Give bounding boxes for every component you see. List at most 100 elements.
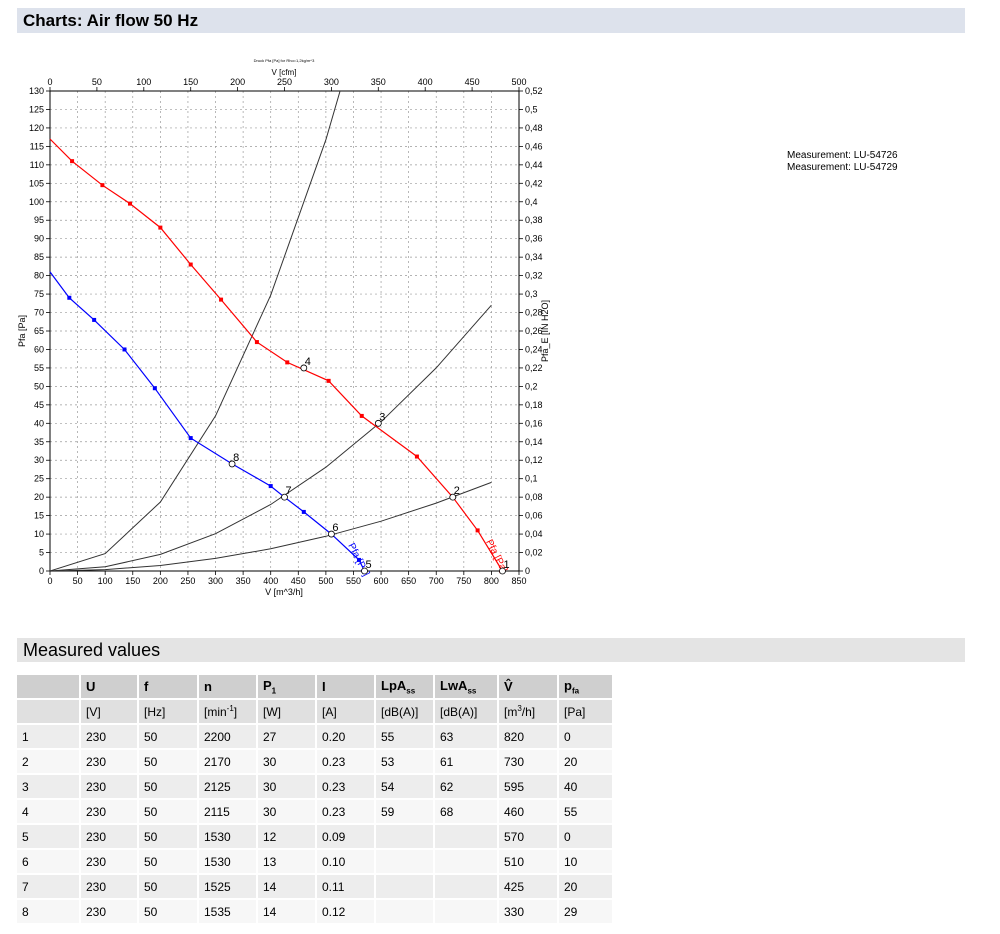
table-cell: 1530 <box>198 849 258 875</box>
table-cell: 1 <box>17 724 81 750</box>
table-cell: 13 <box>257 849 317 875</box>
table-row: 5 230 50 1530 12 0.09 570 0 <box>17 824 614 850</box>
unit-cell: [W] <box>257 699 317 725</box>
table-cell: 50 <box>138 824 199 850</box>
operating-point-label: 6 <box>332 522 338 534</box>
table-cell <box>375 899 435 925</box>
table-cell <box>434 899 499 925</box>
table-cell: 50 <box>138 874 199 900</box>
y2-tick-label: 0,26 <box>525 326 543 336</box>
measurement-label: Measurement: LU-54729 <box>787 162 898 173</box>
y2-axis-label: Pfa_E [IN H2O] <box>540 300 550 362</box>
table-units-row: [V] [Hz] [min-1] [W] [A] [dB(A)] [dB(A)] [m3/h]… <box>17 699 614 725</box>
table-cell: 0.23 <box>316 799 376 825</box>
y-tick-label: 105 <box>29 178 44 188</box>
table-cell: 27 <box>257 724 317 750</box>
x-tick-label: 250 <box>180 576 195 586</box>
table-cell: 1535 <box>198 899 258 925</box>
table-cell: 2125 <box>198 774 258 800</box>
column-header: V̂ <box>498 675 559 700</box>
operating-point-label: 1 <box>503 559 509 571</box>
data-point <box>122 347 127 352</box>
measured-values-heading: Measured values <box>17 638 965 662</box>
table-cell: 0.23 <box>316 774 376 800</box>
table-cell: 0.09 <box>316 824 376 850</box>
table-cell: 510 <box>498 849 559 875</box>
x-tick-label: 150 <box>125 576 140 586</box>
unit-cell: [V] <box>80 699 139 725</box>
measurement-notes: Measurement: LU-54726 Measurement: LU-54… <box>787 150 898 174</box>
unit-cell: [m3/h] <box>498 699 559 725</box>
table-cell: 50 <box>138 724 199 750</box>
table-cell: 230 <box>80 749 139 775</box>
operating-point <box>327 530 335 538</box>
table-cell: 595 <box>498 774 559 800</box>
table-row: 4 230 50 2115 30 0.23 59 68 460 55 <box>17 799 614 825</box>
y2-tick-label: 0,48 <box>525 123 543 133</box>
table-cell: 53 <box>375 749 435 775</box>
operating-point <box>361 567 368 575</box>
y-tick-label: 25 <box>34 474 44 484</box>
table-cell: 1530 <box>198 824 258 850</box>
y-tick-label: 100 <box>29 197 44 207</box>
table-cell: 1525 <box>198 874 258 900</box>
fan-curve <box>49 138 503 572</box>
table-cell: 0.23 <box>316 749 376 775</box>
table-row: 6 230 50 1530 13 0.10 510 10 <box>17 849 614 875</box>
y-tick-label: 0 <box>39 566 44 576</box>
table-cell <box>375 824 435 850</box>
data-point <box>67 295 72 300</box>
table-cell: 2115 <box>198 799 258 825</box>
operating-point <box>499 567 506 575</box>
table-cell: 55 <box>375 724 435 750</box>
x2-tick-label: 0 <box>47 77 52 87</box>
data-point <box>152 386 157 391</box>
data-point <box>301 509 306 514</box>
data-point <box>219 297 224 302</box>
table-cell: 63 <box>434 724 499 750</box>
data-point <box>268 484 273 489</box>
y2-tick-label: 0,34 <box>525 252 543 262</box>
system-curve <box>50 91 341 571</box>
table-row: 8 230 50 1535 14 0.12 330 29 <box>17 899 614 925</box>
table-cell: 460 <box>498 799 559 825</box>
y-tick-label: 115 <box>30 141 44 151</box>
unit-cell <box>17 699 81 725</box>
x2-tick-label: 350 <box>371 77 386 87</box>
column-header <box>17 675 81 700</box>
x-tick-label: 450 <box>291 576 306 586</box>
column-header: f <box>138 675 199 700</box>
data-point <box>128 201 133 206</box>
y-tick-label: 90 <box>34 234 44 244</box>
operating-point-label: 2 <box>454 485 460 497</box>
y-tick-label: 130 <box>29 86 44 96</box>
table-cell: 570 <box>498 824 559 850</box>
table-cell <box>375 849 435 875</box>
y-tick-label: 120 <box>29 123 44 133</box>
table-cell: 50 <box>138 849 199 875</box>
y2-tick-label: 0,06 <box>525 511 543 521</box>
y2-tick-label: 0,04 <box>525 529 543 539</box>
y2-tick-label: 0,46 <box>525 141 543 151</box>
x-tick-label: 600 <box>374 576 389 586</box>
operating-point <box>228 460 236 468</box>
y2-tick-label: 0,16 <box>525 418 543 428</box>
operating-point <box>300 364 308 372</box>
x-tick-label: 850 <box>511 576 526 586</box>
y2-tick-label: 0,3 <box>525 289 538 299</box>
chart-top-caption: Druck Pfa [Pa] for Rho=1,2kg/m^3 <box>254 58 315 63</box>
table-cell: 230 <box>80 724 139 750</box>
y2-tick-label: 0,5 <box>525 104 538 114</box>
column-header: P1 <box>257 675 317 700</box>
data-point <box>414 454 419 459</box>
data-point <box>70 159 75 164</box>
x2-tick-label: 250 <box>277 77 292 87</box>
column-header: n <box>198 675 258 700</box>
y-tick-label: 5 <box>39 548 44 558</box>
y-tick-label: 45 <box>34 400 44 410</box>
y-tick-label: 85 <box>34 252 44 262</box>
table-row: 2 230 50 2170 30 0.23 53 61 730 20 <box>17 749 614 775</box>
x-tick-label: 200 <box>153 576 168 586</box>
table-cell: 55 <box>558 799 614 825</box>
data-point <box>188 436 193 441</box>
